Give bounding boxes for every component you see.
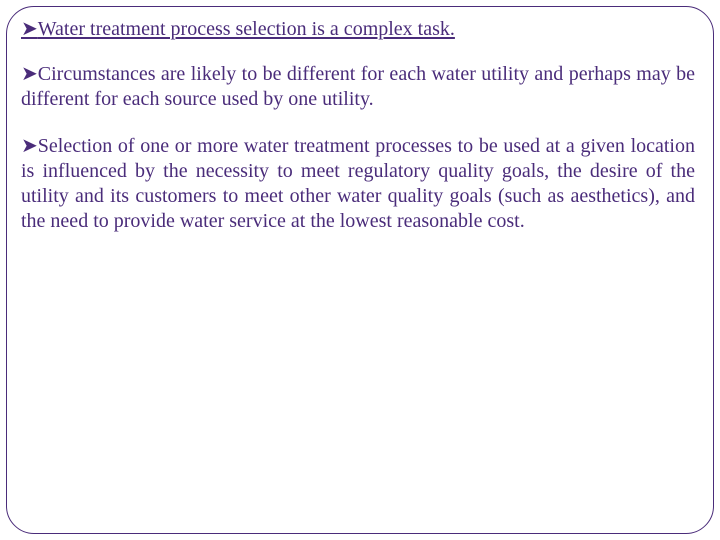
paragraph-3-text: Selection of one or more water treatment… (21, 135, 695, 232)
bullet-icon: ➤ (21, 63, 38, 85)
paragraph-2-text: Circumstances are likely to be different… (21, 63, 695, 110)
slide: ➤Water treatment process selection is a … (0, 0, 720, 540)
slide-frame: ➤Water treatment process selection is a … (6, 6, 714, 534)
paragraph-2: ➤Circumstances are likely to be differen… (21, 62, 695, 112)
paragraph-1-text: Water treatment process selection is a c… (38, 18, 455, 40)
paragraph-3: ➤Selection of one or more water treatmen… (21, 134, 695, 234)
paragraph-1: ➤Water treatment process selection is a … (21, 17, 695, 42)
bullet-icon: ➤ (21, 135, 38, 157)
bullet-icon: ➤ (21, 18, 38, 40)
